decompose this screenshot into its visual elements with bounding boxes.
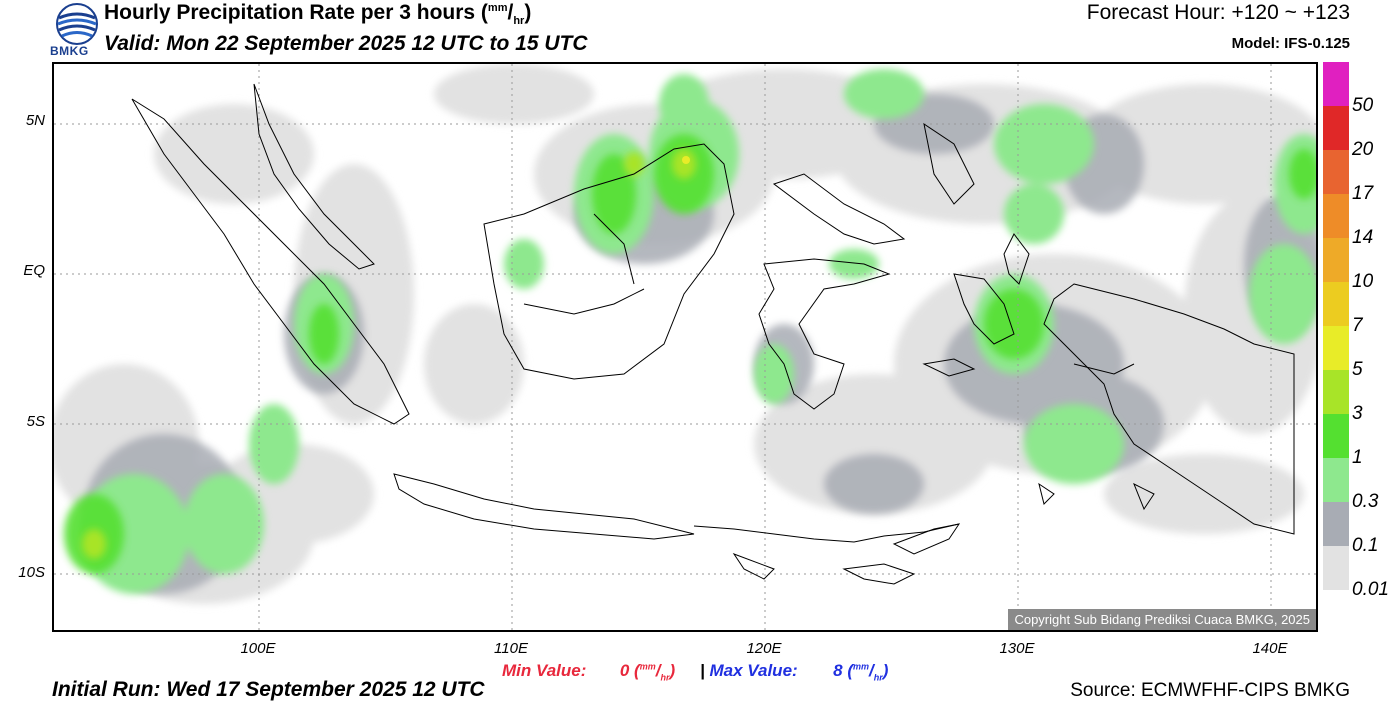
legend-swatch-1 — [1323, 62, 1349, 106]
legend-swatch-5 — [1323, 238, 1349, 282]
min-label: Min Value: — [502, 661, 587, 680]
lon-label-130e: 130E — [999, 640, 1035, 657]
title-text: Hourly Precipitation Rate per 3 hours — [104, 1, 476, 24]
legend-swatch-2 — [1323, 106, 1349, 150]
legend-swatch-11 — [1323, 502, 1349, 546]
logo-text: BMKG — [50, 44, 89, 58]
legend-label-10: 0.3 — [1352, 491, 1379, 512]
max-unit-top: mm — [853, 661, 870, 672]
legend-swatch-3 — [1323, 150, 1349, 194]
min-unit-top: mm — [639, 661, 656, 672]
graticule — [54, 64, 1316, 630]
legend-label-11: 0.1 — [1352, 535, 1379, 556]
min-value-group: Min Value: 0 (mm/hr) — [502, 661, 676, 683]
initial-run: Initial Run: Wed 17 September 2025 12 UT… — [52, 678, 485, 701]
legend-label-12: 0.01 — [1352, 579, 1389, 600]
legend-swatch-10 — [1323, 458, 1349, 502]
legend-label-8: 3 — [1352, 403, 1363, 424]
legend-label-3: 17 — [1352, 183, 1374, 204]
bmkg-logo — [52, 2, 102, 60]
forecast-hour: Forecast Hour: +120 ~ +123 — [1086, 1, 1350, 24]
legend-swatch-6 — [1323, 282, 1349, 326]
max-value-group: | Max Value: 8 (mm/hr) — [700, 661, 889, 683]
legend-swatch-8 — [1323, 370, 1349, 414]
lon-label-100e: 100E — [240, 640, 276, 657]
max-value: 8 — [833, 661, 843, 680]
legend-swatch-7 — [1323, 326, 1349, 370]
legend-label-7: 5 — [1352, 359, 1363, 380]
coastlines — [131, 83, 1295, 585]
precip-5-layer — [682, 156, 690, 164]
max-label: Max Value: — [709, 661, 798, 680]
valid-time: Valid: Mon 22 September 2025 12 UTC to 1… — [104, 32, 588, 55]
legend-swatch-12 — [1323, 546, 1349, 590]
precip-3-layer — [82, 149, 696, 559]
legend-label-1: 50 — [1352, 95, 1374, 116]
chart-title: Hourly Precipitation Rate per 3 hours (m… — [104, 1, 532, 28]
separator: | — [700, 661, 705, 680]
legend-label-5: 10 — [1352, 271, 1374, 292]
precipitation-map[interactable]: Copyright Sub Bidang Prediksi Cuaca BMKG… — [52, 62, 1318, 632]
lat-label-5s: 5S — [26, 413, 45, 430]
title-unit-bottom: hr — [513, 15, 525, 28]
legend-swatch-9 — [1323, 414, 1349, 458]
color-legend — [1323, 62, 1349, 590]
legend-label-6: 7 — [1352, 315, 1363, 336]
copyright-notice: Copyright Sub Bidang Prediksi Cuaca BMKG… — [1008, 609, 1316, 630]
lon-label-120e: 120E — [746, 640, 782, 657]
lat-label-eq: EQ — [23, 262, 45, 279]
lat-label-5n: 5N — [25, 112, 45, 129]
lon-label-110e: 110E — [494, 640, 528, 657]
data-source: Source: ECMWFHF-CIPS BMKG — [1070, 680, 1350, 701]
legend-swatch-4 — [1323, 194, 1349, 238]
lat-label-10s: 10S — [18, 564, 45, 581]
legend-label-2: 20 — [1352, 139, 1374, 160]
max-unit-bottom: hr — [873, 672, 883, 683]
legend-label-9: 1 — [1352, 447, 1363, 468]
min-unit-bottom: hr — [660, 672, 670, 683]
title-unit-top: mm — [487, 2, 508, 14]
map-canvas — [54, 64, 1316, 630]
min-value: 0 — [619, 661, 630, 680]
model-name: Model: IFS-0.125 — [1231, 35, 1350, 52]
lon-label-140e: 140E — [1252, 640, 1288, 657]
legend-label-4: 14 — [1352, 227, 1374, 248]
